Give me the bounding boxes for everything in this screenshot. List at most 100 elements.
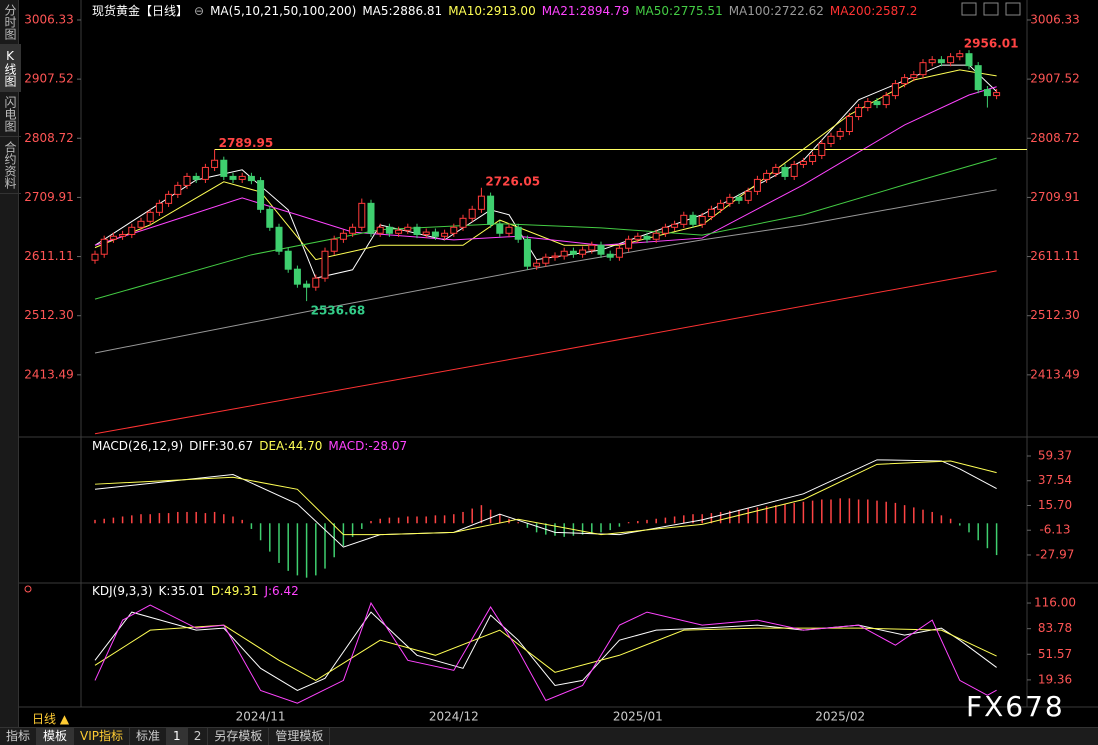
x-tick-label: 2024/11 <box>236 710 286 724</box>
toggle-icon[interactable]: ⊖ <box>194 3 205 18</box>
legend-entry: D:49.31 <box>210 584 259 598</box>
candle-body <box>836 131 844 137</box>
ma-line <box>94 189 997 354</box>
candle-body <box>753 178 761 192</box>
y-tick-label: 19.36 <box>1038 672 1072 686</box>
candle-body <box>569 250 577 255</box>
window-icons <box>961 2 1021 16</box>
side-tab[interactable]: 分时图 <box>0 0 21 45</box>
toolbar-tab[interactable]: 2 <box>188 728 209 745</box>
candle-body <box>128 226 136 235</box>
y-tick-label: 59.37 <box>1038 449 1072 463</box>
candle-body <box>487 195 495 225</box>
ma-line <box>94 624 997 682</box>
candle-body <box>606 253 614 258</box>
candle-body <box>717 202 725 210</box>
ma-line <box>94 459 997 548</box>
side-tab[interactable]: K线图 <box>0 45 21 92</box>
candle-body <box>551 255 559 258</box>
y-tick-label: 3006.33 <box>1030 12 1080 26</box>
candle-body <box>284 250 292 270</box>
side-tab[interactable]: 闪电图 <box>0 92 21 137</box>
side-tab[interactable]: 合约资料 <box>0 137 21 194</box>
candle-body <box>615 247 623 258</box>
candle-body <box>404 226 412 231</box>
y-tick-label: 2709.91 <box>1030 190 1080 204</box>
candle-body <box>579 249 587 255</box>
candle-body <box>855 107 863 118</box>
candle-body <box>698 216 706 225</box>
high-label: 2789.95 <box>219 136 274 150</box>
candle-body <box>257 180 265 210</box>
candle-body <box>983 89 991 97</box>
toolbar-tab[interactable]: 标准 <box>130 728 168 745</box>
legend-entry: DIFF:30.67 <box>189 439 254 453</box>
chart-title: 现货黄金【日线】 <box>92 4 189 18</box>
y-tick-label: 83.78 <box>1038 621 1072 635</box>
candle-body <box>505 226 513 234</box>
candle-body <box>220 159 228 177</box>
y-tick-label: 2512.30 <box>24 308 74 322</box>
candle-body <box>312 277 320 288</box>
kdj-icon <box>24 585 32 593</box>
candle-body <box>376 226 384 234</box>
candle-body <box>165 193 173 204</box>
icon[interactable] <box>1005 2 1021 16</box>
watermark: FX678 <box>966 690 1065 723</box>
y-tick-label: 51.57 <box>1038 647 1072 661</box>
candle-body <box>993 92 1001 97</box>
candle-body <box>781 166 789 177</box>
candle-body <box>358 202 366 228</box>
toolbar: 指标 模板 VIP指标 标准 1 2 另存模板 管理模板 <box>0 727 1098 745</box>
candle-body <box>689 214 697 225</box>
candle-body <box>266 208 274 228</box>
candle-body <box>818 142 826 156</box>
low-label: 2536.68 <box>311 304 366 318</box>
candle-body <box>965 53 973 67</box>
x-tick-label: 2024/12 <box>429 710 479 724</box>
legend: KDJ(9,3,3) K:35.01 D:49.31 J:6.42 <box>92 584 299 598</box>
candle-body <box>634 235 642 240</box>
candle-body <box>891 83 899 97</box>
y-tick-label: -6.13 <box>1039 523 1070 537</box>
y-tick-label: 2907.52 <box>24 72 74 86</box>
candle-body <box>119 233 127 237</box>
y-tick-label: 2907.52 <box>1030 72 1080 86</box>
ma-line <box>94 64 997 279</box>
candle-body <box>395 229 403 234</box>
candle-body <box>928 59 936 64</box>
candle-body <box>155 202 163 213</box>
ma-line <box>94 69 997 261</box>
high-label: 2956.01 <box>964 37 1019 51</box>
icon[interactable] <box>983 2 999 16</box>
y-tick-label: 3006.33 <box>24 12 74 26</box>
legend-entry: MA200:2587.2 <box>829 3 918 18</box>
icon[interactable] <box>961 2 977 16</box>
toolbar-tab[interactable]: 模板 <box>37 728 75 745</box>
period-selector[interactable]: 日线 ▲ <box>32 712 70 726</box>
y-tick-label: 2413.49 <box>24 367 74 381</box>
candle-body <box>137 220 145 228</box>
candle-body <box>827 135 835 144</box>
toolbar-tab[interactable]: VIP指标 <box>74 728 131 745</box>
candle-body <box>809 154 817 162</box>
candle-body <box>514 226 522 240</box>
candle-body <box>873 101 881 106</box>
candle-body <box>533 262 541 267</box>
candle-body <box>910 74 918 79</box>
legend-entry: MA50:2775.51 <box>635 3 723 18</box>
candle-body <box>275 226 283 252</box>
candle-body <box>643 235 651 240</box>
legend-entry: J:6.42 <box>264 584 299 598</box>
candle-body <box>799 160 807 165</box>
toolbar-tab[interactable]: 指标 <box>0 728 38 745</box>
toolbar-tab[interactable]: 管理模板 <box>269 728 331 745</box>
toolbar-tab[interactable]: 另存模板 <box>208 728 270 745</box>
candle-body <box>109 235 117 240</box>
high-label: 2726.05 <box>485 174 540 188</box>
candle-body <box>919 62 927 76</box>
toolbar-tab[interactable]: 1 <box>167 728 188 745</box>
candle-body <box>845 116 853 133</box>
legend-entry: MA5:2886.81 <box>362 3 443 18</box>
